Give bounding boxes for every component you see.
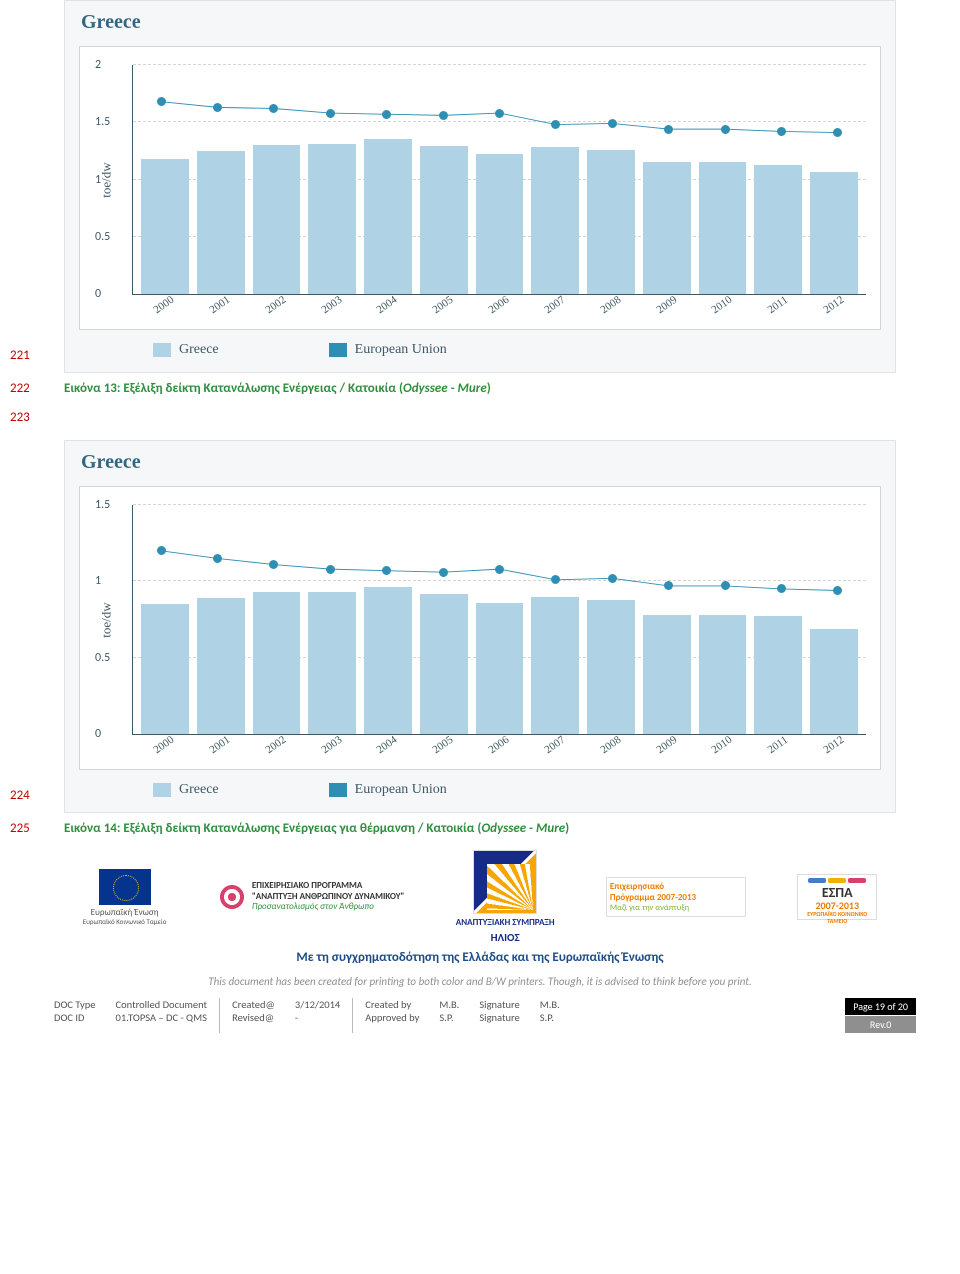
ilios-logo: ΑΝΑΠΤΥΞΙΑΚΗ ΣΥΜΠΡΑΞΗ ΗΛΙΟΣ xyxy=(456,850,555,944)
bar xyxy=(476,154,524,294)
figure14-caption: Εικόνα 14: Εξέλιξη δείκτη Κατανάλωσης Εν… xyxy=(64,821,960,836)
eu-logo: Ευρωπαϊκή Ένωση Ευρωπαϊκό Κοινωνικό Ταμε… xyxy=(83,869,167,926)
legend-label: Greece xyxy=(179,782,219,797)
bar xyxy=(587,150,635,294)
chart1-container: Greecetoe/dw00.511.522000200120022003200… xyxy=(64,0,896,373)
document-footer: DOC Type DOC ID Controlled Document 01.T… xyxy=(44,998,916,1033)
y-tick: 0 xyxy=(95,287,101,301)
y-tick: 0.5 xyxy=(95,230,110,244)
y-tick: 1.5 xyxy=(95,498,110,512)
line-number-222: 222 xyxy=(10,381,40,396)
target-icon xyxy=(218,883,246,911)
chart-title: Greece xyxy=(65,1,895,38)
bar xyxy=(141,159,189,294)
bar xyxy=(643,162,691,294)
legend-swatch xyxy=(329,343,347,357)
bar xyxy=(253,592,301,734)
y-tick: 1.5 xyxy=(95,115,110,129)
chart-title: Greece xyxy=(65,441,895,478)
bar xyxy=(587,600,635,734)
bar xyxy=(699,615,747,734)
eu-flag-icon xyxy=(99,869,151,905)
line-number-221: 221 xyxy=(10,348,40,363)
bar xyxy=(531,597,579,734)
bar xyxy=(810,629,858,734)
bar xyxy=(364,587,412,734)
op-programme-logo: ΕΠΙΧΕΙΡΗΣΙΑΚΟ ΠΡΟΓΡΑΜΜΑ "ΑΝΑΠΤΥΞΗ ΑΝΘΡΩΠ… xyxy=(218,881,405,912)
print-disclaimer: This document has been created for print… xyxy=(40,975,920,988)
legend-label: European Union xyxy=(355,782,447,797)
bar xyxy=(754,616,802,734)
bar xyxy=(308,144,356,294)
bar xyxy=(810,172,858,295)
bar xyxy=(531,147,579,294)
co-funding-statement: Με τη συγχρηματοδότηση της Ελλάδας και τ… xyxy=(0,950,960,965)
line-number-223: 223 xyxy=(10,410,40,425)
sun-icon xyxy=(487,864,533,910)
legend-label: Greece xyxy=(179,342,219,357)
bar xyxy=(197,151,245,294)
y-tick: 0 xyxy=(95,727,101,741)
y-axis-label: toe/dw xyxy=(99,162,115,197)
legend-swatch xyxy=(329,783,347,797)
y-tick: 1 xyxy=(95,173,101,187)
y-tick: 2 xyxy=(95,58,101,72)
bar xyxy=(420,146,468,294)
bar xyxy=(476,603,524,734)
bar xyxy=(699,162,747,294)
legend-swatch xyxy=(153,783,171,797)
line-number-224: 224 xyxy=(10,788,40,803)
espa-logo: ΕΣΠΑ 2007-2013 ΕΥΡΩΠΑΪΚΟ ΚΟΙΝΩΝΙΚΟ ΤΑΜΕΙ… xyxy=(797,874,877,920)
bar xyxy=(308,592,356,734)
y-tick: 1 xyxy=(95,574,101,588)
page-indicator: Page 19 of 20 xyxy=(845,998,916,1015)
ep-2007-2013-logo: ΕπιχειρησιακόΠρόγραμμα 2007-2013 Μαζί γι… xyxy=(606,877,746,917)
bar xyxy=(643,615,691,734)
y-tick: 0.5 xyxy=(95,651,110,665)
sponsor-logos-row: Ευρωπαϊκή Ένωση Ευρωπαϊκό Κοινωνικό Ταμε… xyxy=(64,850,896,944)
legend-label: European Union xyxy=(355,342,447,357)
bar xyxy=(197,598,245,734)
line-number-225: 225 xyxy=(10,821,40,836)
bar xyxy=(141,604,189,734)
bar xyxy=(364,139,412,294)
revision-indicator: Rev.0 xyxy=(845,1016,916,1033)
legend-swatch xyxy=(153,343,171,357)
bar xyxy=(420,594,468,734)
chart2-container: Greecetoe/dw00.511.520002001200220032004… xyxy=(64,440,896,813)
figure13-caption: Εικόνα 13: Εξέλιξη δείκτη Κατανάλωσης Εν… xyxy=(64,381,960,396)
bar xyxy=(253,145,301,294)
bar xyxy=(754,165,802,294)
y-axis-label: toe/dw xyxy=(99,602,115,637)
